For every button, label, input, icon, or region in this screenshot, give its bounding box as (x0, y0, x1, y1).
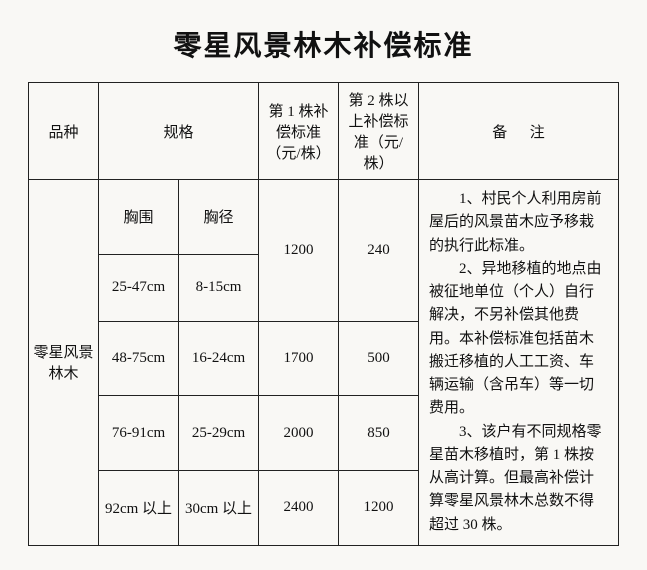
cell-p1: 2000 (259, 396, 339, 471)
note-line: 1、村民个人利用房前屋后的风景苗木应予移栽的执行此标准。 (429, 188, 608, 258)
compensation-table: 品种 规格 第 1 株补偿标准（元/株） 第 2 株以上补偿标准（元/株） 备注… (28, 82, 619, 546)
cell-p2-0: 240 (339, 180, 419, 322)
cell-spec-a: 76-91cm (99, 396, 179, 471)
spec-sub-b: 胸径 (179, 180, 259, 255)
cell-spec-a: 92cm 以上 (99, 471, 179, 546)
notes-cell: 1、村民个人利用房前屋后的风景苗木应予移栽的执行此标准。 2、异地移植的地点由被… (419, 180, 619, 546)
cell-p1: 2400 (259, 471, 339, 546)
spec-sub-a: 胸围 (99, 180, 179, 255)
page-title: 零星风景林木补偿标准 (28, 24, 619, 64)
header-note: 备注 (419, 83, 619, 180)
table-subheader-row: 零星风景林木 胸围 胸径 1200 240 1、村民个人利用房前屋后的风景苗木应… (29, 180, 619, 255)
cell-spec-a: 48-75cm (99, 321, 179, 396)
header-note-text: 备注 (470, 125, 568, 141)
cell-p2: 850 (339, 396, 419, 471)
page: 零星风景林木补偿标准 品种 规格 第 1 株补偿标准（元/株） 第 2 株以上补… (0, 0, 647, 570)
header-price2: 第 2 株以上补偿标准（元/株） (339, 83, 419, 180)
note-line: 2、异地移植的地点由被征地单位（个人）自行解决，不另补偿其他费用。本补偿标准包括… (429, 258, 608, 421)
cell-spec-b: 25-29cm (179, 396, 259, 471)
cell-p2: 500 (339, 321, 419, 396)
cell-p1-0: 1200 (259, 180, 339, 322)
header-species: 品种 (29, 83, 99, 180)
cell-spec-b: 16-24cm (179, 321, 259, 396)
cell-spec-a: 25-47cm (99, 254, 179, 321)
cell-spec-b: 8-15cm (179, 254, 259, 321)
species-cell: 零星风景林木 (29, 180, 99, 546)
header-spec: 规格 (99, 83, 259, 180)
table-header-row: 品种 规格 第 1 株补偿标准（元/株） 第 2 株以上补偿标准（元/株） 备注 (29, 83, 619, 180)
header-price1: 第 1 株补偿标准（元/株） (259, 83, 339, 180)
cell-p1: 1700 (259, 321, 339, 396)
note-line: 3、该户有不同规格零星苗木移植时，第 1 株按从高计算。但最高补偿计算零星风景林… (429, 421, 608, 537)
cell-spec-b: 30cm 以上 (179, 471, 259, 546)
cell-p2: 1200 (339, 471, 419, 546)
